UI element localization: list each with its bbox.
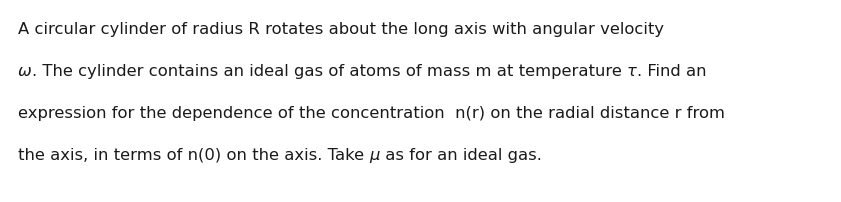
Text: . Find an: . Find an bbox=[637, 64, 706, 79]
Text: τ: τ bbox=[627, 64, 637, 79]
Text: the axis, in terms of n(0) on the axis. Take: the axis, in terms of n(0) on the axis. … bbox=[18, 148, 369, 163]
Text: . The cylinder contains an ideal gas of atoms of mass m at temperature: . The cylinder contains an ideal gas of … bbox=[32, 64, 627, 79]
Text: expression for the dependence of the concentration  n(r) on the radial distance : expression for the dependence of the con… bbox=[18, 106, 725, 121]
Text: A circular cylinder of radius R rotates about the long axis with angular velocit: A circular cylinder of radius R rotates … bbox=[18, 22, 664, 37]
Text: ω: ω bbox=[18, 64, 32, 79]
Text: μ: μ bbox=[369, 148, 380, 163]
Text: as for an ideal gas.: as for an ideal gas. bbox=[380, 148, 542, 163]
